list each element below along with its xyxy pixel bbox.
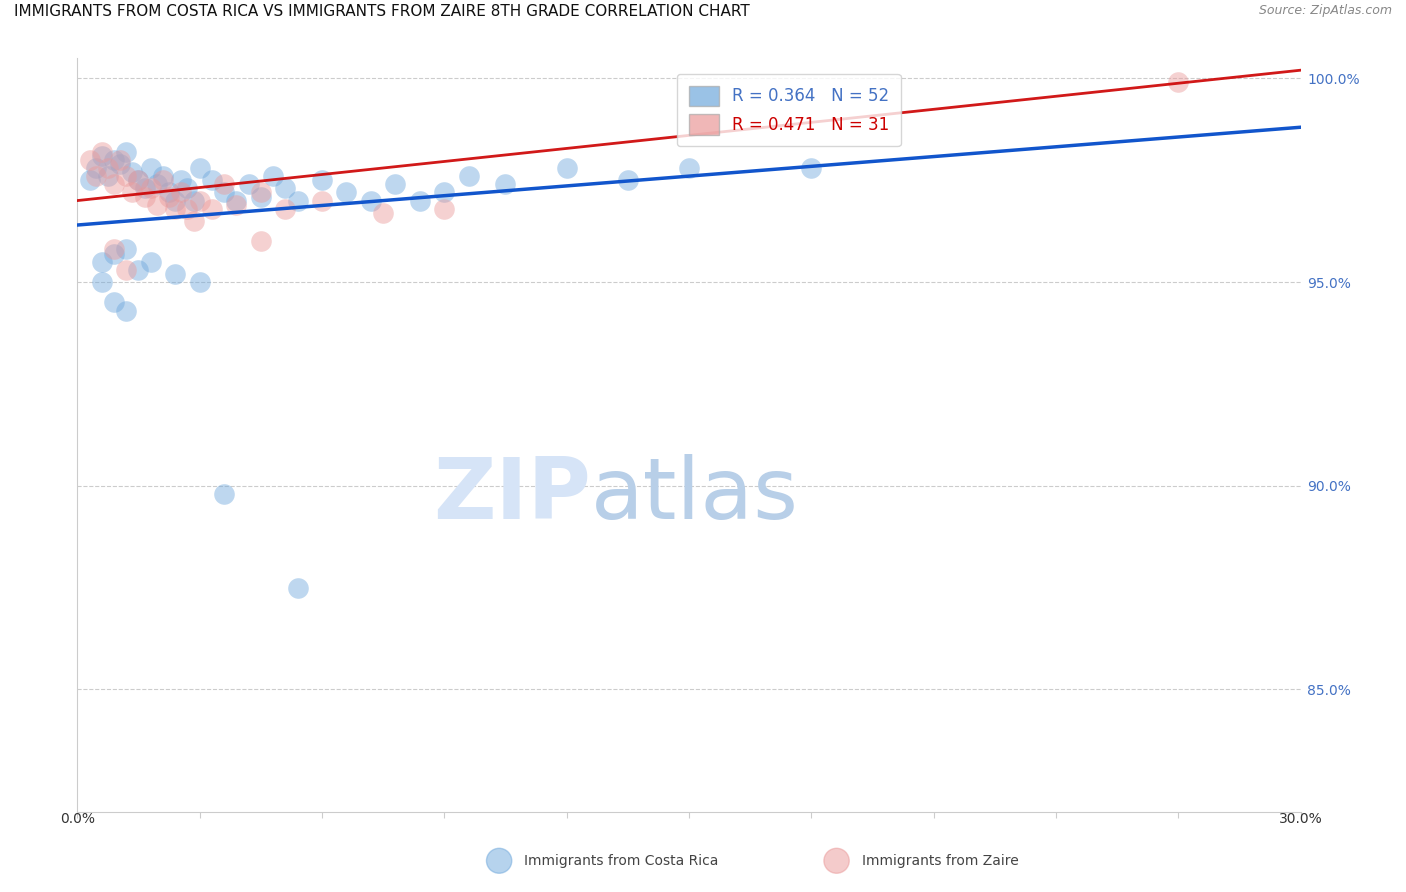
Point — [90, 275, 112, 289]
Text: Immigrants from Zaire: Immigrants from Zaire — [862, 854, 1018, 868]
Point — [84, 169, 107, 183]
Point — [250, 189, 273, 203]
Point — [287, 194, 309, 208]
Point — [157, 186, 180, 200]
Point — [108, 157, 131, 171]
Point — [170, 186, 193, 200]
Point — [1167, 75, 1189, 89]
Point — [139, 254, 162, 268]
Point — [157, 189, 180, 203]
Point — [250, 186, 273, 200]
Point — [115, 263, 138, 277]
Point — [457, 169, 479, 183]
Point — [800, 161, 823, 175]
Point — [90, 149, 112, 163]
Point — [201, 173, 224, 187]
Text: Source: ZipAtlas.com: Source: ZipAtlas.com — [1258, 4, 1392, 18]
Text: 30.0%: 30.0% — [1278, 812, 1323, 826]
Point — [79, 173, 101, 187]
Point — [238, 178, 260, 192]
Point — [287, 581, 309, 595]
Point — [555, 161, 578, 175]
Point — [678, 161, 700, 175]
Text: 0.0%: 0.0% — [60, 812, 94, 826]
Point — [176, 181, 198, 195]
Point — [311, 194, 333, 208]
Point — [262, 169, 284, 183]
Point — [121, 186, 143, 200]
Point — [115, 243, 138, 257]
Point — [103, 153, 125, 167]
Point — [188, 194, 211, 208]
Point — [212, 186, 235, 200]
Point — [139, 161, 162, 175]
Text: IMMIGRANTS FROM COSTA RICA VS IMMIGRANTS FROM ZAIRE 8TH GRADE CORRELATION CHART: IMMIGRANTS FROM COSTA RICA VS IMMIGRANTS… — [14, 4, 749, 20]
Point — [617, 173, 640, 187]
Point — [183, 214, 205, 228]
Point — [97, 161, 120, 175]
Legend: R = 0.364   N = 52, R = 0.471   N = 31: R = 0.364 N = 52, R = 0.471 N = 31 — [676, 74, 901, 146]
Point — [250, 235, 273, 249]
Point — [225, 197, 247, 211]
Point — [115, 169, 138, 183]
Point — [311, 173, 333, 187]
Point — [274, 181, 297, 195]
Point — [170, 173, 193, 187]
Point — [146, 197, 169, 211]
Point — [134, 181, 156, 195]
Text: ZIP: ZIP — [433, 454, 591, 537]
Point — [495, 178, 517, 192]
Point — [433, 202, 456, 216]
Point — [212, 487, 235, 501]
Point — [152, 173, 174, 187]
Point — [433, 186, 456, 200]
Point — [165, 202, 187, 216]
Point — [115, 303, 138, 318]
Point — [146, 178, 169, 192]
Point — [84, 161, 107, 175]
Point — [103, 246, 125, 260]
Point — [188, 161, 211, 175]
Point — [165, 267, 187, 281]
Point — [201, 202, 224, 216]
Point — [103, 243, 125, 257]
Point — [121, 165, 143, 179]
Point — [165, 194, 187, 208]
Point — [188, 275, 211, 289]
Point — [90, 145, 112, 159]
Point — [212, 178, 235, 192]
Point — [274, 202, 297, 216]
Point — [108, 153, 131, 167]
Point — [335, 186, 357, 200]
Point — [128, 173, 150, 187]
Point — [384, 178, 406, 192]
Point — [152, 169, 174, 183]
Point — [128, 263, 150, 277]
Point — [134, 189, 156, 203]
Point — [371, 206, 394, 220]
Point — [97, 169, 120, 183]
Point — [139, 181, 162, 195]
Point — [225, 194, 247, 208]
Point — [103, 295, 125, 310]
Point — [103, 178, 125, 192]
Point — [176, 202, 198, 216]
Point — [79, 153, 101, 167]
Point — [90, 254, 112, 268]
Point — [409, 194, 432, 208]
Point — [360, 194, 382, 208]
Point — [183, 194, 205, 208]
Text: atlas: atlas — [591, 454, 799, 537]
Point — [115, 145, 138, 159]
Text: Immigrants from Costa Rica: Immigrants from Costa Rica — [524, 854, 718, 868]
Point — [128, 173, 150, 187]
